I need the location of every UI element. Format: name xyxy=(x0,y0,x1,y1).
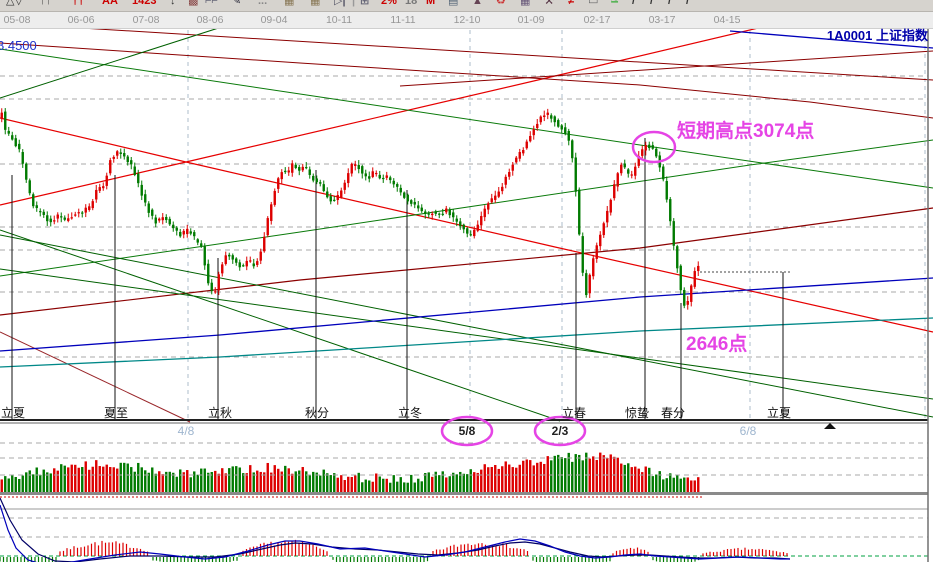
date-tick-label: 09-04 xyxy=(260,14,288,26)
solar-term-label: 立夏 xyxy=(0,406,26,420)
date-tick-label: 06-06 xyxy=(67,14,95,26)
date-tick-label: 12-10 xyxy=(453,14,481,26)
gann-price-label: 8.4500 xyxy=(0,38,37,53)
toolbar-icon-24[interactable]: ▭ xyxy=(588,0,599,7)
toolbar-icon-22[interactable]: ⚒ xyxy=(544,0,554,7)
date-tick-label: 05-08 xyxy=(3,14,31,26)
date-tick-label: 11-11 xyxy=(390,14,416,26)
toolbar-icon-17[interactable]: M xyxy=(426,0,436,7)
toolbar-icon-25[interactable]: ≃ xyxy=(610,0,620,7)
gann-percent-label: 4/8 xyxy=(177,424,195,438)
solar-term-label: 立冬 xyxy=(397,406,423,420)
toolbar-icon-11[interactable]: ▦ xyxy=(310,0,321,7)
toolbar-icon-18[interactable]: ▤ xyxy=(448,0,459,7)
gann-percent-label: 6/8 xyxy=(739,424,757,438)
toolbar-icon-20[interactable]: ♻ xyxy=(496,0,506,7)
toolbar-icon-8[interactable]: ✎ xyxy=(232,0,242,7)
date-tick-label: 02-17 xyxy=(583,14,611,26)
date-tick-label: 01-09 xyxy=(517,14,545,26)
date-tick-label: 03-17 xyxy=(648,14,676,26)
toolbar-icon-5[interactable]: ↕ xyxy=(170,0,176,7)
toolbar-icon-15[interactable]: 2% xyxy=(381,0,397,7)
toolbar-icon-28[interactable]: / xyxy=(668,0,672,7)
toolbar-icon-6[interactable]: ▩ xyxy=(188,0,199,7)
solar-term-label: 夏至 xyxy=(103,406,129,420)
toolbar-icon-19[interactable]: ▲ xyxy=(472,0,483,7)
toolbar-icon-16[interactable]: 18 xyxy=(405,0,418,7)
toolbar-icon-7[interactable]: ⌐⌐ xyxy=(205,0,218,7)
solar-term-label: 惊蛰 xyxy=(624,406,650,420)
toolbar-icon-1[interactable]: ↑↑ xyxy=(40,0,51,7)
date-axis: 05-08 06-06 07-08 08-06 09-04 10-11 11-11 12-10… xyxy=(0,12,933,29)
solar-term-label: 春分 xyxy=(660,406,686,420)
date-tick-label: 07-08 xyxy=(132,14,160,26)
symbol-title: 1A0001 上证指数 xyxy=(826,28,928,43)
toolbar-icon-9[interactable]: ... xyxy=(258,0,268,7)
toolbar-icon-10[interactable]: ▦ xyxy=(284,0,295,7)
toolbar-icon-29[interactable]: / xyxy=(686,0,690,7)
date-tick-label: 10-11 xyxy=(325,14,353,26)
solar-term-label: 立春 xyxy=(561,406,587,420)
toolbar-icon-23[interactable]: ≠ xyxy=(568,0,575,7)
toolbar-icon-3[interactable]: AA xyxy=(102,0,118,7)
main-toolbar[interactable]: △▽ ↑↑ †† AA 1423 ↕ ▩ ⌐⌐ ✎... ▦ ▦ ▷| | ⊞ 2% 18 M ▤ ▲ ♻ ▦ ⚒ ≠ ▭ ≃ /… xyxy=(0,0,933,12)
toolbar-icon-0[interactable]: △▽ xyxy=(6,0,23,7)
toolbar-icon-4[interactable]: 1423 xyxy=(132,0,157,7)
toolbar-icon-27[interactable]: / xyxy=(650,0,654,7)
toolbar-icon-21[interactable]: ▦ xyxy=(520,0,531,7)
toolbar-icon-13[interactable]: | xyxy=(352,0,356,7)
annotation-short-term-high: 短期高点3074点 xyxy=(677,121,815,142)
solar-term-label: 立秋 xyxy=(207,406,233,420)
toolbar-icon-14[interactable]: ⊞ xyxy=(360,0,370,7)
solar-term-label: 立夏 xyxy=(766,406,792,420)
solar-term-label: 秋分 xyxy=(304,406,330,420)
gann-percent-label: 5/8 xyxy=(458,424,476,438)
gann-percent-label: 2/3 xyxy=(551,424,569,438)
date-tick-label: 08-06 xyxy=(196,14,224,26)
annotation-low-point: 2646点 xyxy=(686,334,748,355)
toolbar-icon-2[interactable]: †† xyxy=(72,0,85,7)
date-tick-label: 04-15 xyxy=(713,14,741,26)
toolbar-icon-26[interactable]: / xyxy=(632,0,636,7)
toolbar-icon-12[interactable]: ▷| xyxy=(334,0,346,7)
